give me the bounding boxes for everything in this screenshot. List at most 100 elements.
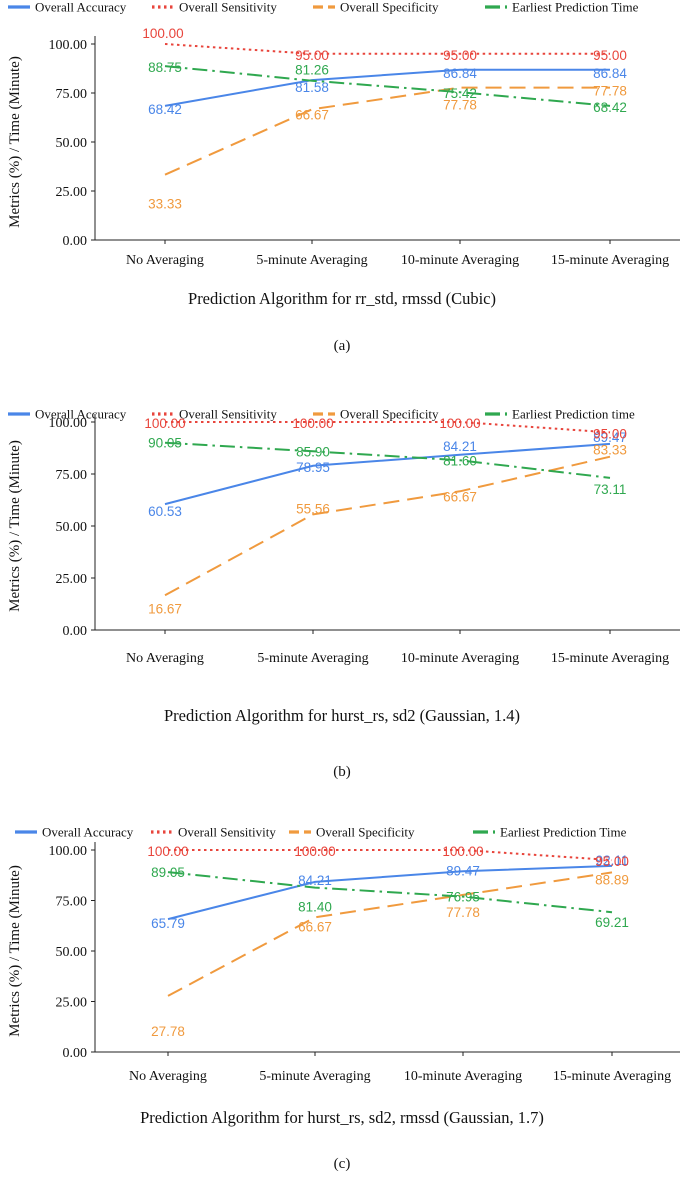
legend: Overall Accuracy Overall Sensitivity Overa…: [8, 0, 639, 15]
y-axis-title: Metrics (%) / Time (Minute): [7, 865, 23, 1037]
data-label-earliest: 89.05: [151, 865, 185, 880]
data-label-earliest: 76.95: [446, 890, 480, 905]
data-label-accuracy: 60.53: [148, 504, 182, 519]
legend-label-accuracy: Overall Accuracy: [42, 825, 134, 840]
x-tick-label: 15-minute Averaging: [551, 651, 669, 666]
x-axis-title: Prediction Algorithm for hurst_rs, sd2, …: [140, 1108, 544, 1127]
data-label-sensitivity: 100.00: [439, 416, 480, 431]
data-label-specificity: 27.78: [151, 1024, 185, 1039]
series-line-sensitivity: [165, 421, 611, 434]
data-label-accuracy: 68.42: [148, 102, 182, 117]
x-axis-title: Prediction Algorithm for rr_std, rmssd (…: [188, 289, 496, 308]
chart-panel-b: Overall Accuracy Overall Sensitivity Overa…: [7, 407, 680, 780]
y-tick-label: 25.00: [56, 996, 88, 1011]
y-tick-label: 50.00: [56, 520, 88, 535]
y-tick-label: 50.00: [56, 136, 88, 151]
y-tick-label: 100.00: [49, 416, 88, 431]
data-label-specificity: 66.67: [298, 919, 332, 934]
legend-label-accuracy: Overall Accuracy: [35, 0, 127, 15]
legend: Overall Accuracy Overall Sensitivity Overa…: [15, 825, 627, 840]
x-tick-label: 10-minute Averaging: [401, 253, 519, 268]
data-label-accuracy: 86.84: [443, 66, 477, 81]
data-label-specificity: 16.67: [148, 601, 182, 616]
data-label-sensitivity: 100.00: [144, 416, 185, 431]
data-label-earliest: 85.90: [296, 444, 330, 459]
data-label-accuracy: 89.47: [446, 863, 480, 878]
y-tick-label: 100.00: [49, 38, 88, 53]
series-line-accuracy: [164, 442, 611, 506]
data-label-sensitivity: 95.00: [595, 854, 629, 869]
data-label-sensitivity: 100.00: [294, 844, 335, 859]
legend-label-specificity: Overall Specificity: [316, 825, 415, 840]
data-label-accuracy: 84.21: [298, 873, 332, 888]
legend-label-accuracy: Overall Accuracy: [35, 407, 127, 422]
data-label-earliest: 88.75: [148, 60, 182, 75]
data-label-accuracy: 86.84: [593, 66, 627, 81]
x-axis-title: Prediction Algorithm for hurst_rs, sd2 (…: [164, 706, 520, 725]
data-label-accuracy: 84.21: [443, 439, 477, 454]
data-label-specificity: 83.33: [593, 443, 627, 458]
y-tick-label: 25.00: [56, 185, 88, 200]
y-tick-label: 50.00: [56, 945, 88, 960]
series-line-earliest: [167, 871, 613, 914]
x-tick-label: No Averaging: [126, 253, 204, 268]
y-tick-label: 0.00: [63, 624, 88, 639]
series-line-sensitivity: [168, 849, 613, 862]
data-label-accuracy: 89.47: [593, 430, 627, 445]
data-label-sensitivity: 100.00: [142, 26, 183, 41]
legend-label-specificity: Overall Specificity: [340, 407, 439, 422]
legend-label-specificity: Overall Specificity: [340, 0, 439, 15]
y-tick-label: 75.00: [56, 468, 88, 483]
data-label-specificity: 55.56: [296, 501, 330, 516]
data-label-specificity: 77.78: [446, 905, 480, 920]
data-label-sensitivity: 100.00: [147, 844, 188, 859]
data-label-specificity: 33.33: [148, 197, 182, 212]
data-label-accuracy: 92.11: [596, 853, 629, 868]
x-tick-label: 10-minute Averaging: [404, 1069, 522, 1084]
data-label-sensitivity: 95.00: [593, 426, 627, 441]
data-label-sensitivity: 100.00: [292, 416, 333, 431]
data-label-sensitivity: 95.00: [295, 48, 329, 63]
data-label-earliest: 73.11: [594, 482, 627, 497]
data-label-specificity: 66.67: [443, 489, 477, 504]
series-line-specificity: [164, 455, 611, 597]
x-tick-label: No Averaging: [126, 651, 204, 666]
legend-label-earliest: Earliest Prediction Time: [500, 825, 627, 840]
data-label-sensitivity: 95.00: [443, 48, 477, 63]
x-tick-label: 10-minute Averaging: [401, 651, 519, 666]
series-line-sensitivity: [164, 43, 610, 55]
data-label-earliest: 90.05: [148, 436, 182, 451]
data-label-earliest: 68.42: [593, 100, 627, 115]
series-line-earliest: [164, 441, 611, 479]
x-tick-label: 15-minute Averaging: [551, 253, 669, 268]
x-tick-label: 5-minute Averaging: [257, 651, 368, 666]
series-line-specificity: [167, 871, 613, 997]
legend-label-earliest: Earliest Prediction time: [512, 407, 635, 422]
data-label-specificity: 77.78: [593, 84, 627, 99]
data-label-specificity: 88.89: [595, 872, 629, 887]
x-tick-label: No Averaging: [129, 1069, 207, 1084]
y-tick-label: 75.00: [56, 895, 88, 910]
data-label-sensitivity: 100.00: [442, 844, 483, 859]
y-tick-label: 75.00: [56, 87, 88, 102]
legend-label-sensitivity: Overall Sensitivity: [179, 407, 277, 422]
panel-caption: (b): [333, 764, 351, 780]
series-line-earliest: [164, 65, 611, 107]
y-axis-title: Metrics (%) / Time (Minute): [7, 56, 23, 228]
y-tick-label: 0.00: [63, 234, 88, 249]
x-tick-label: 5-minute Averaging: [256, 253, 367, 268]
data-label-accuracy: 65.79: [151, 916, 185, 931]
legend-label-sensitivity: Overall Sensitivity: [179, 0, 277, 15]
legend: Overall Accuracy Overall Sensitivity Overa…: [8, 407, 635, 422]
data-label-earliest: 81.40: [298, 900, 332, 915]
data-label-earliest: 69.21: [595, 915, 629, 930]
y-tick-label: 100.00: [49, 844, 88, 859]
series-line-accuracy: [167, 864, 613, 921]
x-tick-label: 5-minute Averaging: [259, 1069, 370, 1084]
legend-label-earliest: Earliest Prediction Time: [512, 0, 639, 15]
y-axis-title: Metrics (%) / Time (Minute): [7, 440, 23, 612]
data-label-sensitivity: 95.00: [593, 48, 627, 63]
chart-panel-a: Overall Accuracy Overall Sensitivity Overa…: [7, 0, 680, 354]
panel-caption: (a): [334, 338, 351, 354]
y-tick-label: 25.00: [56, 572, 88, 587]
